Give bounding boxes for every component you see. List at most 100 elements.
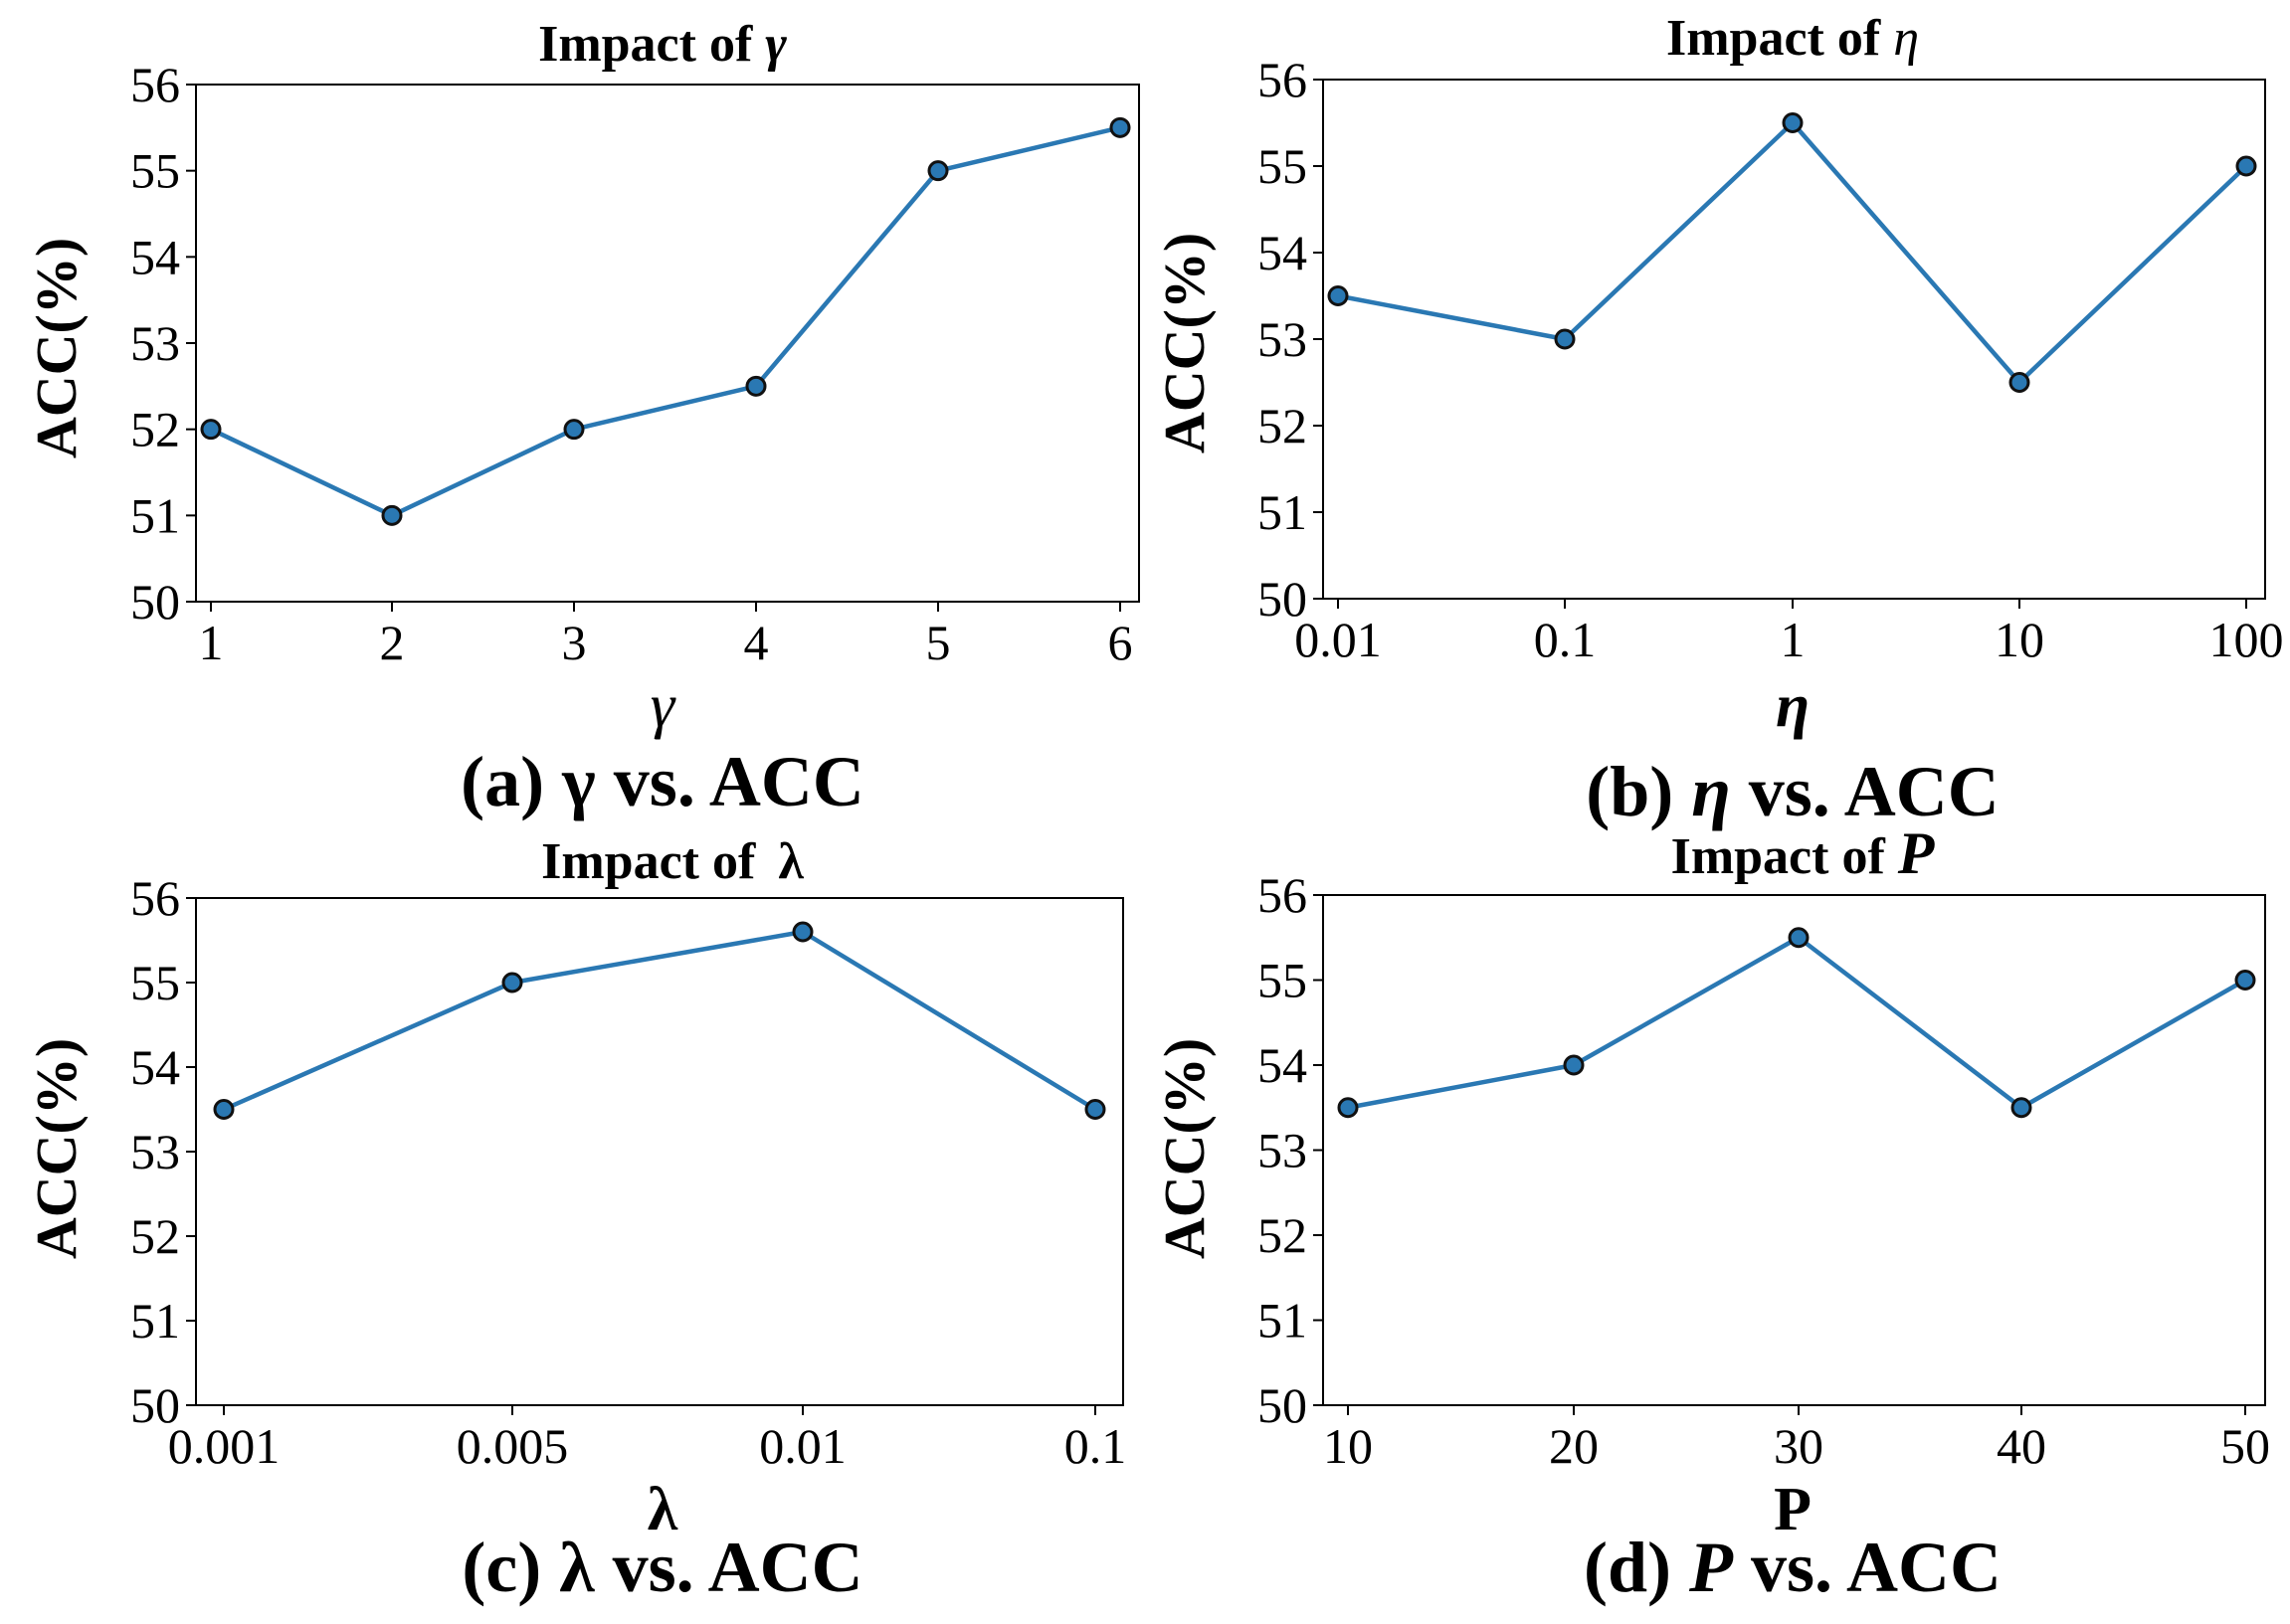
x-tick-label: 2 xyxy=(380,615,405,670)
y-tick-label: 50 xyxy=(130,574,180,630)
data-points xyxy=(1327,112,2257,393)
y-tick-label: 51 xyxy=(130,1293,180,1349)
y-tick-label: 56 xyxy=(130,870,180,926)
data-point xyxy=(1084,1099,1106,1120)
subfigure-caption: (c) λ vs. ACC xyxy=(462,1528,862,1607)
data-point xyxy=(2010,1097,2032,1119)
y-tick-label: 51 xyxy=(1257,484,1307,540)
y-tick-label: 53 xyxy=(130,315,180,371)
x-ticks: 0.001 0.005 0.01 0.1 xyxy=(168,1405,1127,1474)
y-tick-label: 53 xyxy=(130,1124,180,1179)
y-tick-label: 55 xyxy=(130,955,180,1010)
data-point xyxy=(563,419,585,441)
series-line xyxy=(210,125,1121,518)
plot-frame xyxy=(1322,79,2266,600)
chart-title: Impact of P xyxy=(1671,820,1936,886)
data-point xyxy=(1563,1054,1585,1076)
y-tick-label: 50 xyxy=(1257,571,1307,627)
y-tick-label: 52 xyxy=(1257,398,1307,453)
data-points xyxy=(200,116,1131,526)
y-ticks: 50 51 52 53 54 55 56 xyxy=(130,57,196,630)
x-tick-label: 0.01 xyxy=(759,1418,847,1474)
subfigure-caption: (b) η vs. ACC xyxy=(1586,752,2000,831)
x-tick-label: 100 xyxy=(2209,612,2284,667)
x-axis-label: η xyxy=(1776,672,1810,740)
plot-frame xyxy=(195,897,1124,1406)
y-tick-label: 56 xyxy=(130,57,180,112)
data-point xyxy=(2235,155,2257,177)
chart-title: Impact of λ xyxy=(541,833,804,890)
data-points xyxy=(213,921,1106,1120)
x-axis-label: P xyxy=(1774,1476,1812,1543)
y-tick-label: 56 xyxy=(1257,867,1307,923)
y-tick-label: 56 xyxy=(1257,52,1307,107)
x-tick-label: 1 xyxy=(1781,612,1806,667)
series-line xyxy=(1347,935,2247,1110)
x-tick-label: 5 xyxy=(926,615,951,670)
y-tick-label: 50 xyxy=(130,1377,180,1433)
series-line xyxy=(1337,120,2248,385)
data-point xyxy=(1782,112,1804,133)
y-axis-label: ACC(%) xyxy=(1152,233,1217,453)
x-tick-label: 10 xyxy=(1995,612,2044,667)
x-tick-label: 10 xyxy=(1323,1418,1373,1474)
subfigure-caption: (a) γ vs. ACC xyxy=(461,742,864,821)
x-tick-label: 1 xyxy=(199,615,224,670)
y-ticks: 50 51 52 53 54 55 56 xyxy=(1257,52,1323,627)
y-tick-label: 54 xyxy=(1257,1037,1307,1093)
data-point xyxy=(792,921,814,943)
y-tick-label: 52 xyxy=(130,402,180,457)
x-ticks: 10 20 30 40 50 xyxy=(1323,1405,2270,1474)
chart-title: Impact of η xyxy=(1666,10,1919,67)
y-tick-label: 54 xyxy=(1257,225,1307,280)
data-point xyxy=(1554,328,1576,350)
y-tick-label: 50 xyxy=(1257,1377,1307,1433)
y-tick-label: 51 xyxy=(1257,1293,1307,1349)
data-point xyxy=(1109,116,1131,138)
x-tick-label: 40 xyxy=(1997,1418,2046,1474)
data-points xyxy=(1337,927,2256,1119)
data-point xyxy=(381,504,403,526)
y-tick-label: 53 xyxy=(1257,311,1307,367)
data-point xyxy=(1337,1097,1359,1119)
y-ticks: 50 51 52 53 54 55 56 xyxy=(1257,867,1323,1433)
data-point xyxy=(745,375,767,397)
data-point xyxy=(501,972,523,993)
data-point xyxy=(2008,372,2030,393)
x-ticks: 0.01 0.1 1 10 100 xyxy=(1294,599,2284,667)
subfigure-caption: (d) P vs. ACC xyxy=(1584,1528,2002,1607)
y-tick-label: 55 xyxy=(130,143,180,199)
x-tick-label: 30 xyxy=(1774,1418,1823,1474)
plot-frame xyxy=(195,84,1140,603)
x-tick-label: 0.1 xyxy=(1064,1418,1127,1474)
y-axis-label: ACC(%) xyxy=(1152,1038,1217,1259)
x-tick-label: 0.01 xyxy=(1294,612,1382,667)
x-tick-label: 0.1 xyxy=(1534,612,1597,667)
y-tick-label: 55 xyxy=(1257,138,1307,194)
data-point xyxy=(1788,927,1810,949)
x-tick-label: 20 xyxy=(1549,1418,1599,1474)
data-point xyxy=(1327,285,1349,306)
series-line xyxy=(223,929,1097,1112)
y-tick-label: 52 xyxy=(1257,1207,1307,1263)
x-tick-label: 3 xyxy=(562,615,587,670)
y-ticks: 50 51 52 53 54 55 56 xyxy=(130,870,196,1433)
x-tick-label: 4 xyxy=(744,615,769,670)
panel-d: Impact of P ACC(%) 50 51 52 53 54 55 56 10 20 30… xyxy=(1152,820,2270,1607)
data-point xyxy=(927,160,949,182)
y-axis-label: ACC(%) xyxy=(24,238,89,458)
y-axis-label: ACC(%) xyxy=(24,1038,89,1259)
x-tick-label: 0.005 xyxy=(457,1418,569,1474)
y-tick-label: 54 xyxy=(130,229,180,284)
plot-frame xyxy=(1322,894,2266,1406)
data-point xyxy=(213,1099,235,1120)
x-tick-label: 50 xyxy=(2220,1418,2270,1474)
y-tick-label: 55 xyxy=(1257,953,1307,1008)
x-axis-label: λ xyxy=(648,1476,678,1543)
y-tick-label: 52 xyxy=(130,1208,180,1264)
y-tick-label: 54 xyxy=(130,1039,180,1095)
